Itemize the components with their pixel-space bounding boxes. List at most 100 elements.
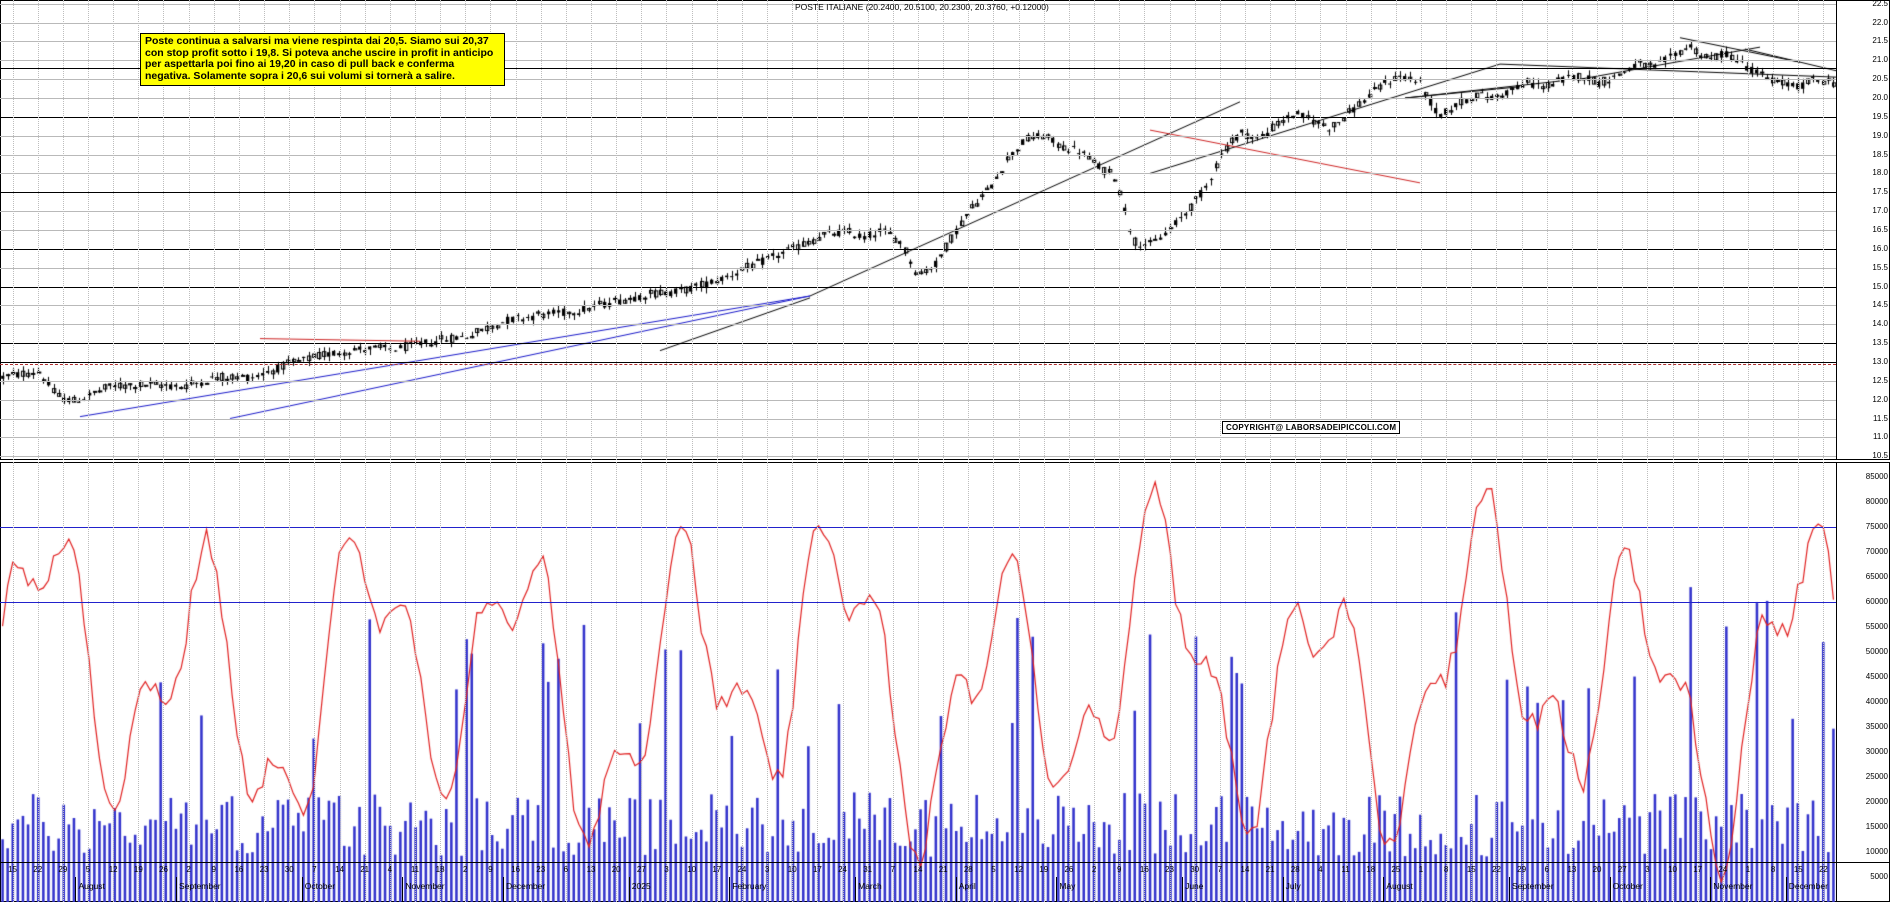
vertical-gridline (842, 462, 844, 902)
vertical-gridline (1370, 462, 1372, 902)
vertical-gridline (666, 0, 668, 460)
vertical-gridline (12, 462, 14, 902)
volume-y-tick: 15000 (1865, 822, 1888, 831)
date-tick: 27 (636, 865, 646, 874)
vertical-gridline (1395, 462, 1397, 902)
vertical-gridline (1219, 0, 1221, 460)
date-tick: 23 (536, 865, 546, 874)
volume-y-tick: 5000 (1870, 872, 1888, 881)
date-tick: 20 (1592, 865, 1602, 874)
vertical-gridline (264, 462, 266, 902)
vertical-gridline (817, 462, 819, 902)
price-y-tick: 21.5 (1872, 36, 1888, 46)
date-tick: 5 (85, 865, 91, 874)
month-label: October (1612, 881, 1643, 891)
vertical-gridline (188, 462, 190, 902)
vertical-gridline (741, 0, 743, 460)
vertical-gridline (1647, 0, 1649, 460)
month-label: December (506, 881, 546, 891)
date-tick: 11 (1341, 865, 1350, 874)
vertical-gridline (842, 0, 844, 460)
date-tick: 4 (1318, 865, 1323, 874)
vertical-gridline (339, 462, 341, 902)
vertical-gridline (792, 0, 794, 460)
date-tick: 14 (1240, 865, 1250, 874)
month-label: December (1788, 881, 1828, 891)
price-y-tick: 16.0 (1872, 243, 1888, 253)
vertical-gridline (968, 0, 970, 460)
vertical-gridline (490, 462, 492, 902)
vertical-gridline (1672, 462, 1674, 902)
date-axis: 15 22 29 5 12 19 26 2 9 16 23 30 7 14 21 4 11 18 2 9 16 23 6 13… (0, 862, 1890, 902)
month-separator (1785, 877, 1787, 902)
month-label: June (1185, 881, 1204, 891)
date-tick: 10 (1668, 865, 1677, 874)
vertical-gridline (867, 0, 869, 460)
date-tick: 18 (1366, 865, 1376, 874)
vertical-gridline (540, 462, 542, 902)
vertical-gridline (691, 462, 693, 902)
vertical-gridline (1722, 462, 1724, 902)
volume-pane: 5000 10000 15000 20000 25000 30000 35000 40000 4… (0, 462, 1890, 902)
date-tick: 8 (1770, 865, 1776, 874)
price-y-tick: 18.0 (1872, 168, 1888, 178)
date-tick: 29 (58, 865, 68, 874)
date-tick: 9 (488, 865, 493, 874)
date-tick: 14 (913, 865, 923, 874)
month-separator (1282, 877, 1284, 902)
date-tick: 30 (284, 865, 294, 874)
date-tick: 12 (1014, 865, 1024, 874)
vertical-gridline (1521, 0, 1523, 460)
volume-y-tick: 85000 (1865, 472, 1888, 481)
vertical-gridline (691, 0, 693, 460)
copyright-watermark: COPYRIGHT@ LABORSADEIPICCOLI.COM (1222, 421, 1401, 434)
month-separator (75, 877, 77, 902)
month-label: September (179, 881, 221, 891)
vertical-gridline (1194, 462, 1196, 902)
date-tick: 10 (687, 865, 697, 874)
price-y-tick: 12.0 (1872, 394, 1888, 404)
volume-y-tick: 25000 (1865, 772, 1888, 781)
vertical-gridline (364, 462, 366, 902)
vertical-gridline (1244, 0, 1246, 460)
date-tick: 1 (1745, 865, 1751, 874)
vertical-gridline (943, 462, 945, 902)
vertical-gridline (515, 462, 517, 902)
date-tick: 28 (1290, 865, 1300, 874)
date-tick: 13 (586, 865, 596, 874)
date-tick: 15 (8, 865, 18, 874)
date-tick: 1 (1418, 865, 1424, 874)
vertical-gridline (1597, 0, 1599, 460)
vertical-gridline (993, 462, 995, 902)
price-y-tick: 22.5 (1872, 0, 1888, 8)
date-tick: 18 (435, 865, 445, 874)
month-label: October (304, 881, 336, 891)
volume-y-tick: 50000 (1865, 647, 1888, 656)
vertical-gridline (943, 0, 945, 460)
vertical-gridline (641, 462, 643, 902)
vertical-gridline (1295, 0, 1297, 460)
vertical-gridline (62, 0, 64, 460)
price-y-tick: 20.0 (1872, 93, 1888, 103)
vertical-gridline (440, 0, 442, 460)
month-separator (729, 877, 731, 902)
volume-y-tick: 35000 (1865, 722, 1888, 731)
vertical-gridline (339, 0, 341, 460)
month-label: 2025 (631, 881, 651, 891)
vertical-gridline (1773, 462, 1775, 902)
date-tick: 17 (1693, 865, 1703, 874)
date-tick: 4 (387, 865, 393, 874)
vertical-gridline (1018, 462, 1020, 902)
date-tick: 22 (1818, 865, 1828, 874)
vertical-gridline (641, 0, 643, 460)
price-y-tick: 14.5 (1872, 300, 1888, 310)
date-tick: 23 (259, 865, 269, 874)
price-y-tick: 13.5 (1872, 338, 1888, 348)
vertical-gridline (767, 0, 769, 460)
vertical-gridline (892, 0, 894, 460)
price-y-tick: 17.0 (1872, 206, 1888, 216)
vertical-gridline (389, 0, 391, 460)
date-tick: 26 (1064, 865, 1074, 874)
price-pane: 10.5 11.0 11.5 12.0 12.5 13.0 13.5 14.0 14.5 15.0… (0, 0, 1890, 460)
